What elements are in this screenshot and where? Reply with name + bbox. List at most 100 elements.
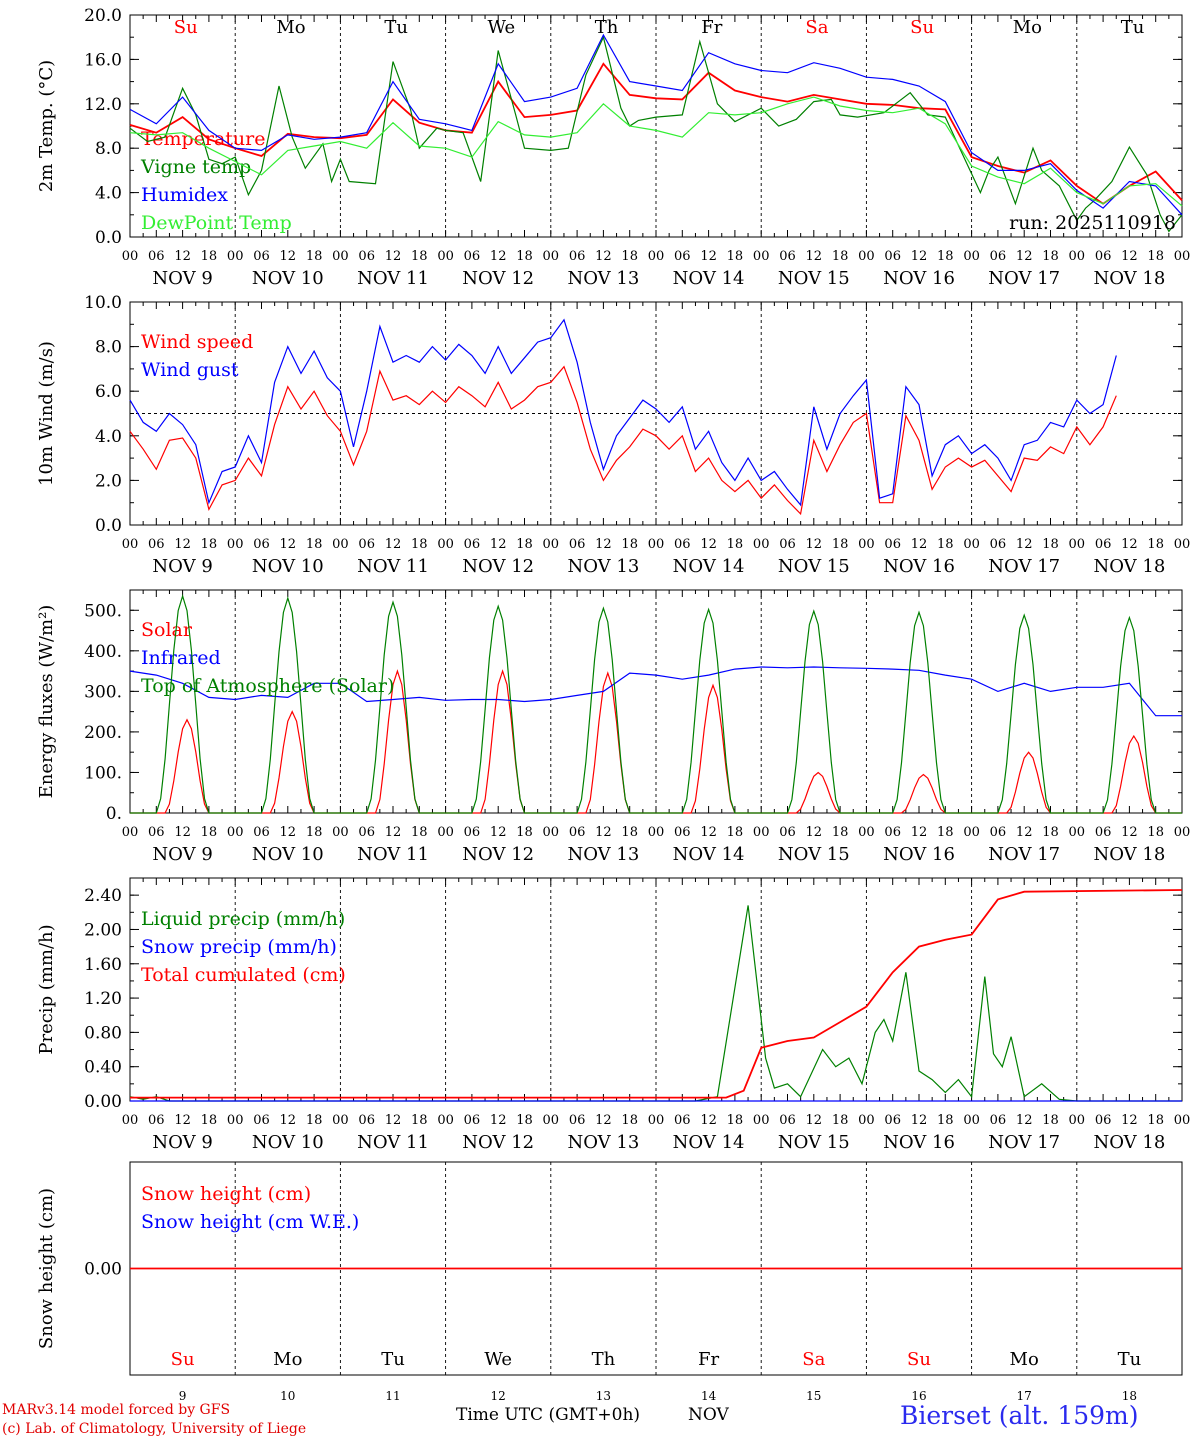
hour-label: 00 <box>1069 825 1086 840</box>
hour-label: 00 <box>122 249 139 264</box>
hour-label: 12 <box>1121 537 1138 552</box>
legend-entry: Top of Atmosphere (Solar) <box>141 675 394 697</box>
hour-label: 06 <box>990 1113 1007 1128</box>
y-axis-label: 10m Wind (m/s) <box>36 341 57 486</box>
hour-label: 12 <box>911 1113 928 1128</box>
day-number: 16 <box>911 1389 926 1403</box>
hour-label: 18 <box>937 1113 954 1128</box>
series-line-total-cumulated-cm- <box>130 889 1183 1099</box>
y-tick-label: 0.00 <box>84 1260 122 1280</box>
date-label: NOV 18 <box>1093 556 1165 577</box>
y-tick-label: 0.40 <box>84 1058 122 1078</box>
hour-label: 06 <box>253 1113 270 1128</box>
series-line-vigne-temp <box>129 35 1183 233</box>
hour-label: 18 <box>1147 1113 1164 1128</box>
date-label: NOV 14 <box>673 1132 745 1153</box>
hour-label: 18 <box>201 1113 218 1128</box>
hour-label: 18 <box>411 1113 428 1128</box>
hour-label: 00 <box>648 825 665 840</box>
hour-label: 06 <box>148 537 165 552</box>
hour-label: 06 <box>674 825 691 840</box>
hour-label: 06 <box>990 537 1007 552</box>
day-number: 17 <box>1017 1389 1032 1403</box>
hour-label: 00 <box>753 825 770 840</box>
hour-label: 00 <box>753 537 770 552</box>
hour-label: 18 <box>306 1113 323 1128</box>
hour-label: 18 <box>727 1113 744 1128</box>
hour-label: 00 <box>963 1113 980 1128</box>
date-label: NOV 16 <box>883 268 955 289</box>
hour-label: 18 <box>1147 825 1164 840</box>
hour-label: 00 <box>858 1113 875 1128</box>
hour-label: 06 <box>569 825 586 840</box>
date-label: NOV 10 <box>252 1132 324 1153</box>
hour-label: 12 <box>1016 249 1033 264</box>
hour-label: 12 <box>490 825 507 840</box>
y-tick-label: 6.0 <box>95 382 122 402</box>
hour-label: 06 <box>779 249 796 264</box>
date-label: NOV 13 <box>567 556 639 577</box>
date-label: NOV 13 <box>567 844 639 865</box>
y-tick-label: 300. <box>84 682 122 702</box>
y-tick-label: 0.80 <box>84 1023 122 1043</box>
y-tick-label: 12.0 <box>84 95 122 115</box>
hour-label: 00 <box>1174 825 1191 840</box>
hour-label: 00 <box>753 1113 770 1128</box>
hour-label: 18 <box>727 537 744 552</box>
hour-label: 06 <box>1095 1113 1112 1128</box>
hour-label: 06 <box>148 825 165 840</box>
date-label: NOV 12 <box>462 1132 534 1153</box>
hour-label: 00 <box>858 249 875 264</box>
series-line-temperature <box>129 62 1183 205</box>
hour-label: 00 <box>1174 249 1191 264</box>
hour-label: 12 <box>280 1113 297 1128</box>
hour-label: 06 <box>253 537 270 552</box>
hour-label: 00 <box>332 825 349 840</box>
hour-label: 12 <box>1016 537 1033 552</box>
day-number: 15 <box>806 1389 821 1403</box>
hour-label: 06 <box>253 249 270 264</box>
hour-label: 00 <box>1174 537 1191 552</box>
hour-label: 06 <box>990 825 1007 840</box>
hour-label: 18 <box>1147 249 1164 264</box>
hour-label: 00 <box>543 249 560 264</box>
hour-label: 06 <box>569 249 586 264</box>
hour-label: 06 <box>464 825 481 840</box>
hour-label: 18 <box>411 825 428 840</box>
date-label: NOV 9 <box>152 268 212 289</box>
date-label: NOV 10 <box>252 268 324 289</box>
hour-label: 06 <box>464 1113 481 1128</box>
hour-label: 18 <box>832 825 849 840</box>
day-abbr-bottom: Sa <box>802 1349 825 1370</box>
legend-entry: Humidex <box>141 184 228 206</box>
hour-label: 18 <box>727 249 744 264</box>
hour-label: 00 <box>753 249 770 264</box>
hour-label: 18 <box>516 537 533 552</box>
hour-label: 00 <box>122 1113 139 1128</box>
hour-label: 00 <box>543 825 560 840</box>
hour-label: 12 <box>490 537 507 552</box>
date-label: NOV 18 <box>1093 844 1165 865</box>
day-number: 9 <box>179 1389 187 1403</box>
hour-label: 12 <box>700 249 717 264</box>
legend-entry: Vigne temp <box>140 156 251 178</box>
hour-label: 00 <box>648 537 665 552</box>
hour-label: 18 <box>937 249 954 264</box>
day-abbr: Tu <box>1121 17 1145 38</box>
day-abbr: Su <box>910 17 934 38</box>
date-label: NOV 13 <box>567 1132 639 1153</box>
day-abbr-bottom: Su <box>907 1349 931 1370</box>
date-label: NOV 14 <box>673 268 745 289</box>
day-abbr-bottom: Tu <box>381 1349 405 1370</box>
hour-label: 12 <box>490 249 507 264</box>
panel-frame-energy <box>129 589 1183 814</box>
hour-label: 00 <box>858 825 875 840</box>
hour-label: 12 <box>1121 249 1138 264</box>
day-abbr: Sa <box>805 17 828 38</box>
hour-label: 00 <box>332 1113 349 1128</box>
day-abbr-bottom: Fr <box>698 1349 719 1370</box>
hour-label: 12 <box>280 825 297 840</box>
hour-label: 12 <box>700 1113 717 1128</box>
day-abbr: Mo <box>1013 17 1042 38</box>
hour-label: 06 <box>779 1113 796 1128</box>
